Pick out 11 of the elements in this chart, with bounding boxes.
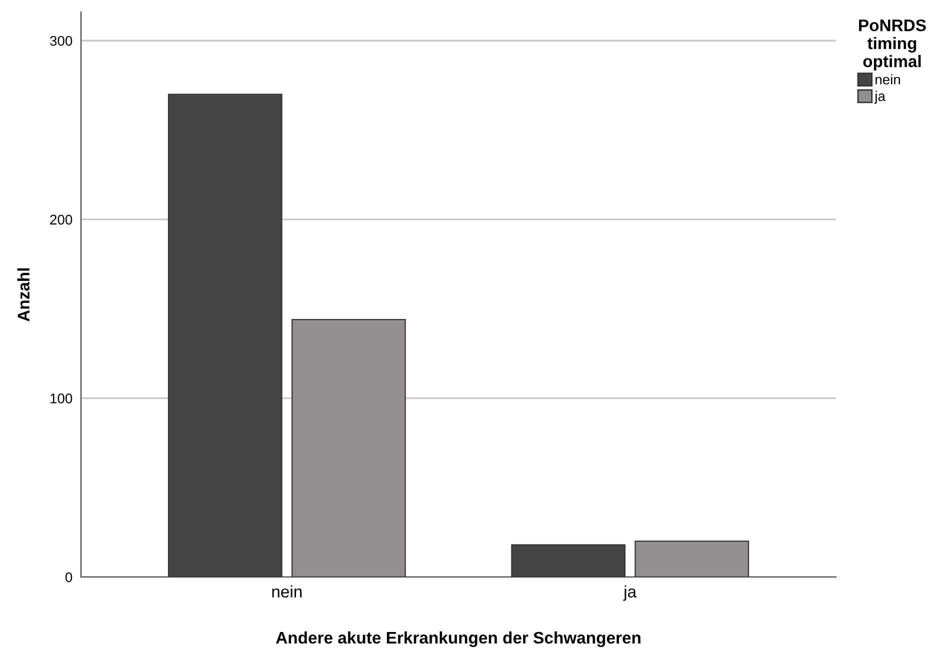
- legend-title: PoNRDS timing optimal: [859, 19, 926, 71]
- y-tick-label: 200: [50, 214, 72, 225]
- y-tick-label: 0: [65, 572, 72, 582]
- y-tick-label: 300: [50, 36, 72, 46]
- y-tick-label: 100: [50, 394, 72, 404]
- bar: [292, 318, 406, 577]
- x-axis-title: Andere akute Erkrankungen der Schwangeren: [276, 631, 640, 648]
- bar: [634, 540, 750, 577]
- y-axis-title: Anzahl: [17, 268, 30, 322]
- legend-label: nein: [876, 74, 900, 84]
- legend-label: ja: [874, 90, 886, 104]
